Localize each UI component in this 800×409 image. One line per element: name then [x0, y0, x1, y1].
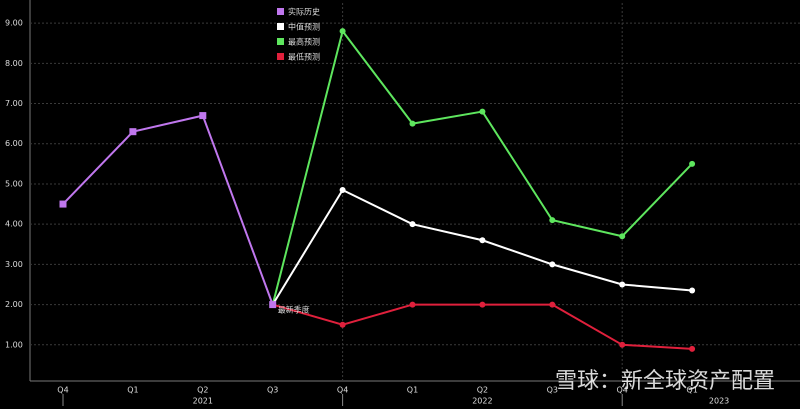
legend-label: 最高预测: [288, 37, 320, 47]
y-tick-label: 3.00: [5, 260, 23, 269]
x-tick-label: Q3: [547, 386, 558, 395]
annotation: 最新季度: [278, 305, 310, 315]
year-label: 2023: [709, 397, 729, 406]
y-tick-label: 5.00: [5, 179, 23, 188]
legend-swatch: [277, 53, 284, 60]
x-tick-label: Q3: [267, 386, 278, 395]
point: [409, 221, 416, 228]
point: [479, 237, 486, 244]
y-tick-label: 1.00: [5, 340, 23, 349]
x-tick-label: Q1: [407, 386, 418, 395]
y-tick-label: 4.00: [5, 220, 23, 229]
y-tick-label: 8.00: [5, 59, 23, 68]
point: [409, 301, 416, 308]
point: [689, 345, 696, 352]
series-line: [272, 303, 693, 350]
legend-swatch: [277, 8, 284, 15]
year-label: 2021: [193, 397, 213, 406]
point: [269, 301, 277, 309]
y-tick-label: 2.00: [5, 300, 23, 309]
legend-label: 中值预测: [288, 22, 320, 32]
series-line: [271, 188, 693, 306]
point: [479, 301, 486, 308]
point: [689, 160, 696, 167]
x-tick-label: Q4: [617, 386, 628, 395]
point: [409, 120, 416, 127]
x-tick-label: Q1: [127, 386, 138, 395]
point: [549, 217, 556, 224]
x-tick-label: Q2: [477, 386, 488, 395]
watermark: 雪球：新全球资产配置: [555, 369, 775, 394]
series-line: [62, 114, 274, 305]
point: [619, 281, 626, 288]
point: [339, 321, 346, 328]
x-tick-label: Q4: [57, 386, 68, 395]
series-line: [271, 28, 693, 305]
x-tick-label: Q4: [337, 386, 348, 395]
y-tick-label: 7.00: [5, 99, 23, 108]
point: [339, 28, 346, 35]
legend-label: 实际历史: [288, 7, 320, 17]
point: [619, 233, 626, 240]
point: [549, 261, 556, 268]
legend-swatch: [277, 38, 284, 45]
y-tick-label: 6.00: [5, 139, 23, 148]
point: [689, 287, 696, 294]
point: [199, 112, 207, 120]
x-tick-label: Q2: [197, 386, 208, 395]
year-label: 2022: [472, 397, 492, 406]
point: [59, 200, 67, 208]
y-tick-label: 9.00: [5, 19, 23, 28]
legend-swatch: [277, 23, 284, 30]
point: [129, 128, 137, 136]
point: [549, 301, 556, 308]
point: [479, 108, 486, 115]
x-tick-label: Q1: [686, 386, 697, 395]
point: [619, 341, 626, 348]
point: [339, 186, 346, 193]
legend-label: 最低预测: [288, 52, 320, 62]
